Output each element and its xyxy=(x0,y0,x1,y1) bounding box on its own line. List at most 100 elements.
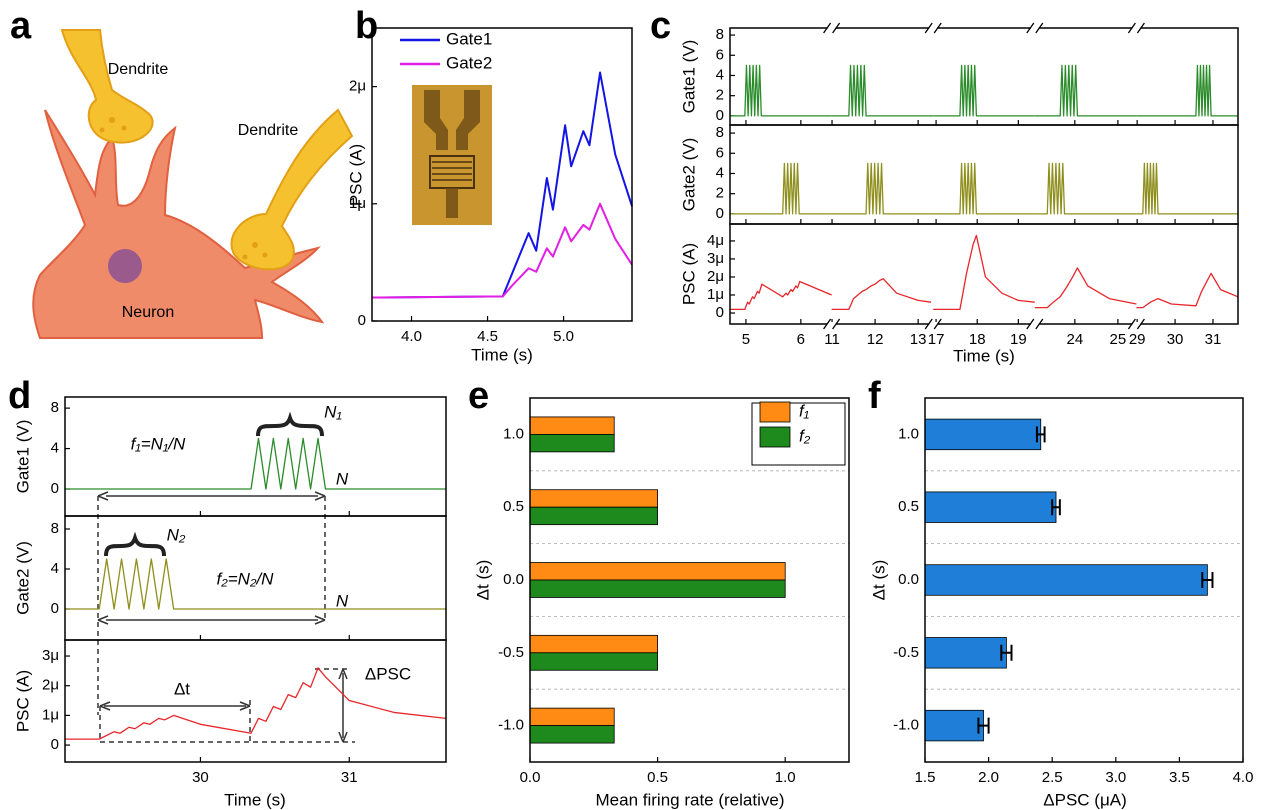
error-bar xyxy=(1201,572,1214,588)
span-arrow xyxy=(97,615,326,625)
annotation: ΔPSC xyxy=(365,664,411,683)
bar xyxy=(529,562,786,581)
bar xyxy=(529,725,615,744)
error-bar xyxy=(977,717,990,734)
x-tick-label: 5.0 xyxy=(553,328,574,345)
span-arrow xyxy=(97,491,326,501)
dashed-guide xyxy=(97,496,355,743)
y-tick-label: 2μ xyxy=(42,677,59,694)
panel-label: a xyxy=(10,5,32,47)
bar xyxy=(529,652,658,671)
y-tick-label: 4 xyxy=(51,440,59,457)
x-axis-label: Time (s) xyxy=(471,345,533,364)
plot-frame xyxy=(371,27,633,322)
y-tick-label: 0.5 xyxy=(898,498,919,515)
x-tick-label: 4.5 xyxy=(477,328,498,345)
signal-line xyxy=(933,64,1035,117)
y-axis-label: PSC (A) xyxy=(679,243,698,305)
signal-line xyxy=(831,162,934,215)
bar xyxy=(924,709,984,742)
x-tick-label: 13 xyxy=(910,331,927,348)
y-axis-label: Δt (s) xyxy=(869,560,888,601)
illustration-label: Dendrite xyxy=(238,122,299,139)
illustration-label: Neuron xyxy=(122,304,174,321)
axis-break xyxy=(1127,22,1145,34)
y-tick-label: 1.0 xyxy=(898,425,919,442)
bar xyxy=(924,637,1007,669)
y-tick-label: 2 xyxy=(716,185,724,202)
signal-line xyxy=(1136,64,1238,117)
y-axis-label: Gate1 (V) xyxy=(13,420,32,494)
legend-swatch xyxy=(759,401,791,423)
nucleus xyxy=(108,249,142,283)
signal-line xyxy=(1136,162,1238,215)
photo-electrode xyxy=(446,188,458,218)
y-axis-label: Δt (s) xyxy=(473,560,492,601)
x-tick-label: 24 xyxy=(1066,331,1083,348)
axis-break xyxy=(924,318,942,330)
y-tick-label: 3μ xyxy=(707,250,724,267)
bar xyxy=(529,579,786,598)
plot-frame xyxy=(924,397,1244,763)
axis-break-gap xyxy=(1030,26,1039,30)
y-tick-label: 0 xyxy=(358,312,366,329)
y-tick-label: 0.5 xyxy=(503,498,524,515)
photo-channel xyxy=(432,161,472,181)
y-axis-label: Gate2 (V) xyxy=(679,138,698,212)
dendrite xyxy=(230,108,354,271)
x-tick-label: 5 xyxy=(742,331,750,348)
axis-break xyxy=(823,22,841,34)
y-axis-label: Gate1 (V) xyxy=(679,40,698,114)
annotation: f₁=N₁/N xyxy=(131,434,186,453)
y-tick-label: -1.0 xyxy=(498,717,524,734)
vesicle xyxy=(121,125,127,131)
axis-break-gap xyxy=(827,26,836,30)
y-tick-label: -1.0 xyxy=(893,717,919,734)
y-axis-label: PSC (A) xyxy=(13,670,32,732)
signal-line xyxy=(65,667,447,740)
y-tick-label: 0.0 xyxy=(503,571,524,588)
y-tick-label: 0 xyxy=(716,205,724,222)
device-photo xyxy=(412,85,492,225)
brace xyxy=(104,531,166,557)
x-tick-label: 3.5 xyxy=(1169,769,1190,786)
axis-break-gap xyxy=(929,322,938,326)
signal-line xyxy=(1034,162,1137,215)
x-tick-label: 11 xyxy=(824,331,840,348)
plot-frame xyxy=(729,124,1239,225)
x-axis-label: Time (s) xyxy=(953,346,1015,365)
legend-swatch xyxy=(759,426,791,448)
x-tick-label: 29 xyxy=(1129,331,1146,348)
x-tick-label: 31 xyxy=(341,769,358,786)
x-axis-label: ΔPSC (μA) xyxy=(1043,790,1127,809)
bar xyxy=(529,416,615,435)
x-tick-label: 0.5 xyxy=(647,769,668,786)
vesicle xyxy=(252,242,258,248)
neuron-illustration: Dendrite Dendrite Neuron xyxy=(32,29,354,339)
axis-break-gap xyxy=(1030,322,1039,326)
y-tick-label: 4 xyxy=(716,66,724,83)
plot-frame xyxy=(729,27,1239,126)
data-line xyxy=(371,71,633,299)
y-tick-label: 8 xyxy=(716,124,724,141)
y-tick-label: 0 xyxy=(51,600,59,617)
x-tick-label: 30 xyxy=(192,769,209,786)
signal-line xyxy=(933,234,1035,311)
axis-break xyxy=(924,22,942,34)
x-axis-label: Mean firing rate (relative) xyxy=(596,790,785,809)
axis-break xyxy=(823,318,841,330)
y-tick-label: 2μ xyxy=(707,268,724,285)
plot-frame xyxy=(529,397,850,763)
x-tick-label: 1.5 xyxy=(915,769,936,786)
annotation: f₂=N₂/N xyxy=(217,569,275,588)
y-tick-label: 8 xyxy=(51,399,59,416)
y-tick-label: 1μ xyxy=(349,195,366,212)
x-tick-label: 1.0 xyxy=(775,769,796,786)
panel-label: c xyxy=(650,5,671,47)
span-arrow xyxy=(99,701,251,711)
data-line xyxy=(371,202,633,299)
axis-break xyxy=(1127,318,1145,330)
y-tick-label: 8 xyxy=(716,26,724,43)
x-tick-label: 2.0 xyxy=(978,769,999,786)
